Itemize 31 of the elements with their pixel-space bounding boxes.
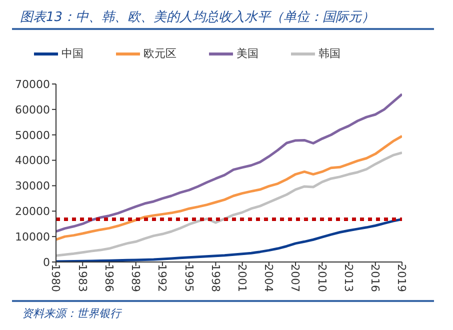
x-tick-label: 1980 — [49, 264, 62, 292]
y-tick-label: 20000 — [15, 205, 50, 218]
y-tick-label: 30000 — [15, 180, 50, 193]
legend-label: 中国 — [62, 47, 84, 60]
y-tick-label: 60000 — [15, 103, 50, 116]
x-tick-label: 2007 — [288, 264, 302, 292]
x-tick-label: 2001 — [236, 264, 248, 292]
y-tick-label: 10000 — [15, 230, 50, 244]
x-tick-label: 2019 — [395, 264, 408, 292]
text: 资料来源：世界银行 — [22, 306, 121, 321]
x-tick-label: 1989 — [129, 264, 142, 292]
legend-label: 美国 — [236, 47, 258, 60]
line-series — [56, 151, 402, 257]
line-series — [56, 134, 402, 241]
legend-label: 韩国 — [318, 47, 340, 60]
chart-title: 图表13：中、韩、欧、美的人均总收入水平（单位：国际元） — [20, 9, 375, 26]
x-tick-label: 2004 — [262, 264, 276, 292]
x-tick-label: 1992 — [156, 264, 169, 292]
x-tick-label: 1998 — [208, 264, 222, 292]
y-tick-label: 0 — [43, 256, 50, 269]
line-series — [56, 92, 402, 233]
x-tick-label: 2016 — [368, 264, 382, 292]
legend-label: 欧元区 — [144, 47, 176, 60]
y-tick-label: 40000 — [15, 154, 50, 168]
y-tick-label: 50000 — [15, 128, 50, 142]
x-tick-label: 2010 — [315, 264, 328, 292]
y-tick-label: 70000 — [15, 78, 50, 91]
x-tick-label: 1983 — [76, 264, 89, 292]
x-tick-label: 1995 — [182, 264, 196, 292]
x-tick-label: 1986 — [102, 264, 116, 292]
x-tick-label: 2013 — [342, 264, 355, 292]
